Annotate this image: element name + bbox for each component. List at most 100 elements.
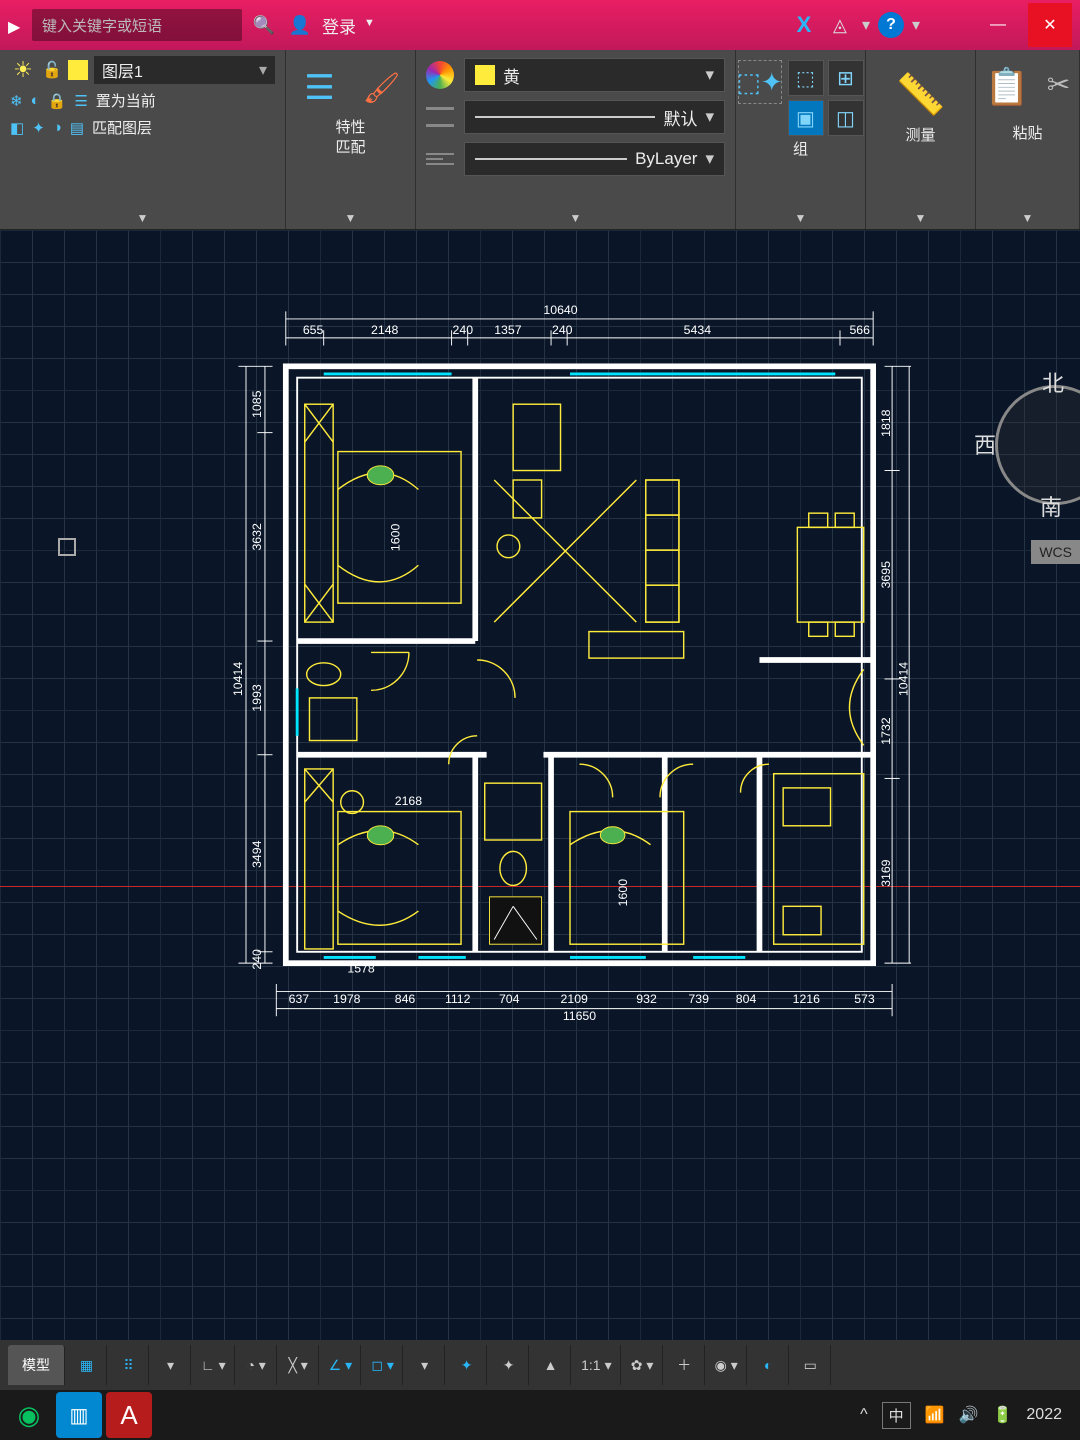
status-dropdown-icon[interactable]: ▾ [405,1345,445,1385]
model-tab[interactable]: 模型 [8,1345,65,1385]
compass-south[interactable]: 南 [1040,490,1062,522]
svg-text:2109: 2109 [561,992,589,1006]
panel-expand-icon[interactable]: ▼ [137,211,149,225]
svg-text:5434: 5434 [684,323,712,337]
drawing-canvas[interactable]: 北 西 南 WCS 10640 655 2148 240 1357 240 54… [0,230,1080,1340]
dyn-input-icon[interactable]: ✦ [447,1345,487,1385]
isodraft-icon[interactable]: ╳ ▾ [279,1345,319,1385]
login-dropdown-icon[interactable]: ▼ [364,17,380,33]
props-caption: 特性 匹配 [335,118,365,157]
current-color-swatch [475,65,495,85]
osnap-icon[interactable]: ∠ ▾ [321,1345,361,1385]
user-icon[interactable]: 👤 [286,11,314,39]
svg-text:655: 655 [303,323,324,337]
exchange-icon[interactable]: X [790,11,818,39]
ribbon: ☀ 🔓 图层1 ▾ ❄ ◐ 🔒 ☰ 置为当前 ◧ ✦ ◑ ▤ 匹配图层 ▼ ☰ [0,50,1080,230]
set-current-layer-button[interactable]: 置为当前 [96,90,156,111]
windows-taskbar: ◉ ▥ A ^ 中 📶 🔊 🔋 2022 [0,1390,1080,1440]
panel-expand-icon[interactable]: ▼ [345,211,357,225]
group-select-icon[interactable]: ◫ [828,100,864,136]
wifi-icon[interactable]: 📶 [925,1405,945,1425]
lineweight-dropdown[interactable]: 默认 ▾ [464,100,725,134]
infocenter-search[interactable]: 键入关键字或短语 [32,9,242,41]
iso-plane-icon[interactable]: ✦ [489,1345,529,1385]
layer-thaw-icon[interactable]: ✦ [32,119,45,137]
measure-icon[interactable]: 📏 [893,66,949,122]
group-create-icon[interactable]: ⬚✦ [738,60,782,104]
search-icon[interactable]: 🔍 [250,11,278,39]
panel-layers: ☀ 🔓 图层1 ▾ ❄ ◐ 🔒 ☰ 置为当前 ◧ ✦ ◑ ▤ 匹配图层 ▼ [0,50,286,229]
svg-text:804: 804 [736,992,757,1006]
color-dropdown[interactable]: 黄 ▾ [464,58,725,92]
match-properties-icon[interactable]: 🖌 [356,62,408,114]
lineweight-icon[interactable] [426,107,454,127]
layer-dropdown[interactable]: 图层1 ▾ [94,56,275,84]
layer-match-icon[interactable]: ▤ [70,119,84,137]
osnap-track-icon[interactable]: ◻ ▾ [363,1345,403,1385]
lock-icon[interactable]: 🔓 [42,60,62,80]
layer-color-swatch[interactable] [68,60,88,80]
wcs-badge[interactable]: WCS [1031,540,1080,564]
clock[interactable]: 2022 [1026,1406,1062,1424]
viewcube[interactable]: 北 西 南 [980,370,1080,520]
ortho-icon[interactable]: ∟ ▾ [193,1345,235,1385]
panel-expand-icon[interactable]: ▼ [915,211,927,225]
gear-icon[interactable]: ✿ ▾ [623,1345,663,1385]
clean-screen-icon[interactable]: ▭ [791,1345,831,1385]
hardware-accel-icon[interactable]: ◐ [749,1345,789,1385]
sun-icon[interactable]: ☀ [10,57,36,83]
svg-text:240: 240 [552,323,573,337]
match-layer-button[interactable]: 匹配图层 [92,117,152,138]
panel-measure: 📏 测量 ▼ [866,50,976,229]
panel-expand-icon[interactable]: ▼ [570,211,582,225]
status-dropdown-icon[interactable]: ▾ [151,1345,191,1385]
app-menu-dropdown-icon[interactable]: ▶ [8,17,24,33]
volume-icon[interactable]: 🔊 [959,1405,979,1425]
snap-mode-icon[interactable]: ⠿ [109,1345,149,1385]
layer-iso-icon[interactable]: ◧ [10,119,24,137]
group-bbox-icon[interactable]: ▣ [788,100,824,136]
panel-expand-icon[interactable]: ▼ [1022,211,1034,225]
selection-marker [58,538,76,556]
workspace-icon[interactable]: ＋ [665,1345,705,1385]
panel-expand-icon[interactable]: ▼ [795,211,807,225]
app-icon-blue[interactable]: ▥ [56,1392,102,1438]
layer-off-icon[interactable]: ◐ [31,92,40,109]
layer-stack-icon[interactable]: ☰ [74,92,87,110]
autocad-icon[interactable]: A [106,1392,152,1438]
color-wheel-icon[interactable] [426,61,454,89]
panel-properties: ☰ 🖌 特性 匹配 ▼ [286,50,416,229]
cut-icon[interactable]: ✂ [1039,56,1070,120]
a360-icon[interactable]: ◬ [826,11,854,39]
tray-chevron-icon[interactable]: ^ [860,1406,868,1424]
system-tray: ^ 中 📶 🔊 🔋 2022 [860,1402,1074,1429]
layer-freeze-icon[interactable]: ❄ [10,92,23,110]
panel-group: ⬚✦ ⬚ ⊞ ▣ ◫ 组 ▼ [736,50,866,229]
anno-monitor-icon[interactable]: ◉ ▾ [707,1345,747,1385]
help-icon[interactable]: ? [878,12,904,38]
anno-scale[interactable]: 1:1 ▾ [573,1345,621,1385]
linetype-dropdown[interactable]: ByLayer ▾ [464,142,725,176]
close-button[interactable]: ✕ [1028,3,1072,47]
ime-indicator[interactable]: 中 [882,1402,911,1429]
layer-unlock-icon[interactable]: ◑ [53,119,62,136]
linetype-icon[interactable] [426,153,454,165]
3d-osnap-icon[interactable]: ▲ [531,1345,571,1385]
svg-text:2168: 2168 [395,794,423,808]
grid-mode-icon[interactable]: ▦ [67,1345,107,1385]
properties-palette-icon[interactable]: ☰ [294,62,346,114]
minimize-button[interactable]: — [976,3,1020,47]
group-edit-icon[interactable]: ⬚ [788,60,824,96]
battery-icon[interactable]: 🔋 [992,1405,1012,1425]
ungroup-icon[interactable]: ⊞ [828,60,864,96]
login-button[interactable]: 登录 [322,13,356,38]
svg-text:1600: 1600 [388,524,402,552]
compass-west[interactable]: 西 [974,428,996,460]
status-bar: 模型 ▦ ⠿ ▾ ∟ ▾ ◔ ▾ ╳ ▾ ∠ ▾ ◻ ▾ ▾ ✦ ✦ ▲ 1:1… [0,1340,1080,1390]
compass-north[interactable]: 北 [1042,366,1064,398]
layer-lock-icon[interactable]: 🔒 [48,92,67,110]
polar-icon[interactable]: ◔ ▾ [237,1345,277,1385]
wechat-icon[interactable]: ◉ [6,1392,52,1438]
paste-icon[interactable]: 📋 [985,66,1039,120]
svg-text:240: 240 [453,323,474,337]
